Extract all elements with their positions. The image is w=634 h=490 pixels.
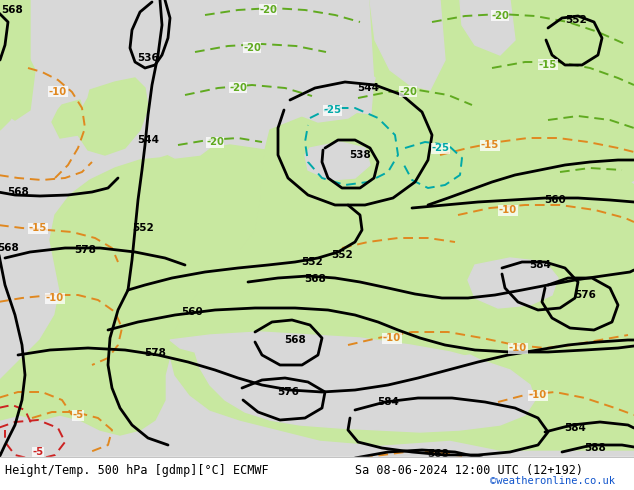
Polygon shape <box>78 78 148 155</box>
Text: 588: 588 <box>584 443 606 453</box>
Text: 568: 568 <box>7 187 29 197</box>
Polygon shape <box>170 332 535 432</box>
Polygon shape <box>460 0 515 55</box>
Polygon shape <box>370 0 445 90</box>
Polygon shape <box>355 0 634 235</box>
Text: -15: -15 <box>481 140 499 150</box>
Text: 568: 568 <box>1 5 23 15</box>
Polygon shape <box>148 95 225 158</box>
Polygon shape <box>468 258 558 308</box>
Polygon shape <box>0 0 30 130</box>
Text: -10: -10 <box>499 205 517 215</box>
Text: -10: -10 <box>399 457 417 467</box>
Text: -10: -10 <box>509 343 527 353</box>
Text: -25: -25 <box>431 143 449 153</box>
Text: 560: 560 <box>181 307 203 317</box>
Polygon shape <box>435 355 490 392</box>
Polygon shape <box>278 58 375 122</box>
Text: 584: 584 <box>529 260 551 270</box>
Text: -25: -25 <box>323 105 341 115</box>
Text: 552: 552 <box>331 250 353 260</box>
Text: -10: -10 <box>46 293 64 303</box>
Text: 552: 552 <box>565 15 587 25</box>
Text: -20: -20 <box>399 87 417 97</box>
Polygon shape <box>305 142 370 180</box>
Text: -20: -20 <box>206 137 224 147</box>
Polygon shape <box>0 145 265 435</box>
Text: 560: 560 <box>544 195 566 205</box>
Text: 584: 584 <box>377 397 399 407</box>
Text: 552: 552 <box>301 257 323 267</box>
Text: 576: 576 <box>277 387 299 397</box>
Text: 578: 578 <box>144 348 166 358</box>
Polygon shape <box>0 50 35 120</box>
Text: -10: -10 <box>529 390 547 400</box>
Text: Sa 08-06-2024 12:00 UTC (12+192): Sa 08-06-2024 12:00 UTC (12+192) <box>355 464 583 476</box>
Text: 544: 544 <box>357 83 379 93</box>
Text: 536: 536 <box>137 53 159 63</box>
Text: 584: 584 <box>564 423 586 433</box>
Text: -15: -15 <box>29 223 47 233</box>
Text: 568: 568 <box>0 243 19 253</box>
Polygon shape <box>170 110 634 450</box>
Text: -20: -20 <box>243 43 261 53</box>
Text: -10: -10 <box>49 87 67 97</box>
Text: 552: 552 <box>132 223 154 233</box>
Text: -20: -20 <box>259 5 277 15</box>
Polygon shape <box>328 338 372 372</box>
Text: 578: 578 <box>74 245 96 255</box>
Text: 568: 568 <box>427 449 449 459</box>
Text: 576: 576 <box>574 290 596 300</box>
Text: 544: 544 <box>137 135 159 145</box>
Text: 568: 568 <box>304 274 326 284</box>
Text: -5: -5 <box>32 447 44 457</box>
Polygon shape <box>52 100 85 138</box>
Text: -20: -20 <box>491 11 509 21</box>
Bar <box>0 457 634 490</box>
Text: 568: 568 <box>284 335 306 345</box>
Text: -5: -5 <box>72 410 84 420</box>
Text: -10: -10 <box>383 333 401 343</box>
Text: -15: -15 <box>539 60 557 70</box>
Text: ©weatheronline.co.uk: ©weatheronline.co.uk <box>490 476 615 486</box>
Text: Height/Temp. 500 hPa [gdmp][°C] ECMWF: Height/Temp. 500 hPa [gdmp][°C] ECMWF <box>5 464 269 476</box>
Text: 538: 538 <box>349 150 371 160</box>
Text: -20: -20 <box>229 83 247 93</box>
